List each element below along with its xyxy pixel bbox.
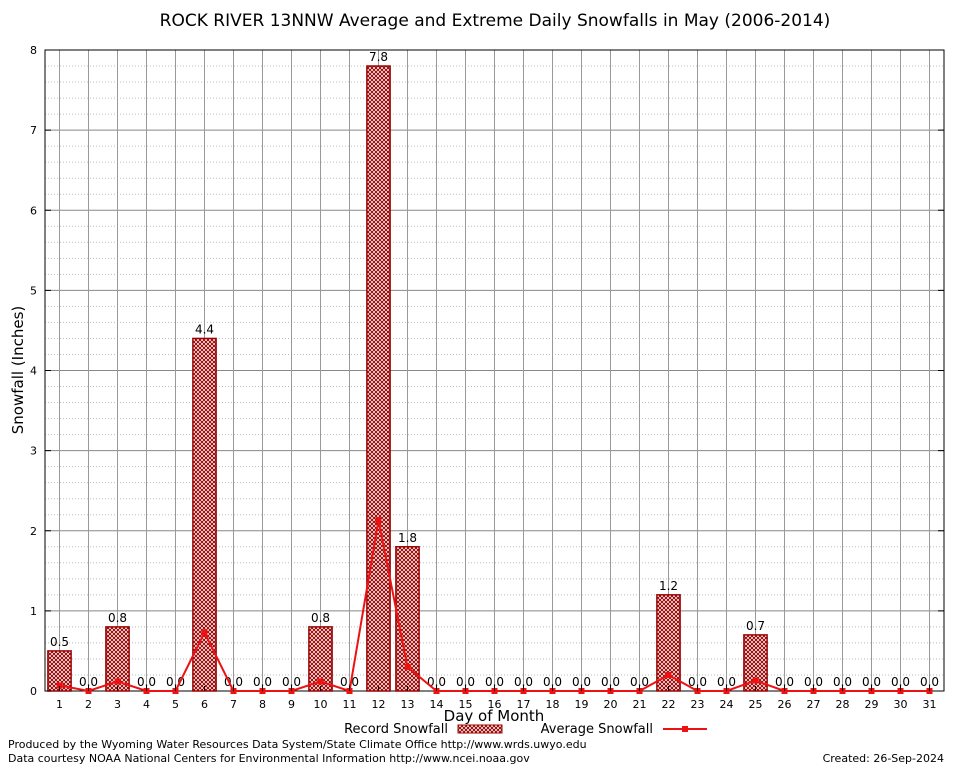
bar-value-label: 0.0 — [572, 675, 591, 689]
legend-record-swatch — [457, 724, 503, 734]
x-tick-label: 2 — [85, 698, 92, 711]
legend-record-label: Record Snowfall — [344, 722, 448, 737]
bar-value-label: 0.0 — [630, 675, 649, 689]
bar-value-labels: 0.5 0.0 0.8 0.0 0.0 4.4 0.0 0.0 0.0 0.8 0.0 7.8 1.8 0… — [50, 50, 939, 689]
x-tick-label: 14 — [430, 698, 444, 711]
bar-value-label: 1.2 — [659, 579, 678, 593]
bar-value-label: 1.8 — [398, 531, 417, 545]
average-snowfall-point — [56, 682, 63, 689]
x-tick-label: 5 — [172, 698, 179, 711]
x-tick-label: 29 — [865, 698, 879, 711]
footer-created-date: Created: 26-Sep-2024 — [822, 752, 944, 765]
chart-title: ROCK RIVER 13NNW Average and Extreme Dai… — [160, 11, 831, 31]
bar-value-label: 0.0 — [224, 675, 243, 689]
y-tick-label: 4 — [30, 365, 37, 378]
record-snowfall-bar — [192, 337, 217, 692]
x-tick-label: 12 — [372, 698, 386, 711]
bar-value-label: 0.0 — [891, 675, 910, 689]
chart-grid — [45, 49, 944, 692]
x-tick-label: 25 — [749, 698, 763, 711]
bar-value-label: 0.0 — [804, 675, 823, 689]
x-tick-label: 9 — [288, 698, 295, 711]
x-tick-label: 1 — [56, 698, 63, 711]
y-tick-label: 1 — [30, 605, 37, 618]
x-tick-label: 11 — [343, 698, 357, 711]
x-tick-label: 30 — [894, 698, 908, 711]
bar-value-label: 0.0 — [282, 675, 301, 689]
x-axis-label: Day of Month — [444, 707, 545, 725]
x-tick-label: 23 — [691, 698, 705, 711]
legend-average-label: Average Snowfall — [541, 722, 653, 737]
bar-value-label: 0.0 — [775, 675, 794, 689]
average-snowfall-point — [375, 517, 382, 524]
y-axis-ticks: 0 1 2 3 4 5 6 7 8 — [30, 44, 944, 698]
bar-value-label: 0.0 — [485, 675, 504, 689]
average-snowfall-point — [404, 663, 411, 670]
x-tick-label: 15 — [459, 698, 473, 711]
x-tick-label: 17 — [517, 698, 531, 711]
bar-value-label: 7.8 — [369, 50, 388, 64]
footer-produced-by: Produced by the Wyoming Water Resources … — [8, 738, 587, 751]
y-tick-label: 8 — [30, 44, 37, 57]
x-tick-label: 6 — [201, 698, 208, 711]
x-axis-ticks: 1 2 3 4 5 6 7 8 9 10 11 12 13 14 15 16 17 18 19 20 21 22 23 24 2… — [56, 686, 937, 711]
x-tick-label: 28 — [836, 698, 850, 711]
bar-value-label: 0.0 — [688, 675, 707, 689]
bar-value-label: 0.5 — [50, 635, 69, 649]
bar-value-label: 0.0 — [862, 675, 881, 689]
y-tick-label: 7 — [30, 124, 37, 137]
bar-value-label: 0.7 — [746, 619, 765, 633]
record-snowfall-bars — [47, 65, 768, 692]
x-tick-label: 4 — [143, 698, 150, 711]
bar-value-label: 0.0 — [717, 675, 736, 689]
average-snowfall-point — [114, 678, 121, 685]
bar-value-label: 0.0 — [543, 675, 562, 689]
bar-value-label: 0.8 — [108, 611, 127, 625]
record-snowfall-bar — [366, 65, 391, 692]
bar-value-label: 0.0 — [340, 675, 359, 689]
x-tick-label: 19 — [575, 698, 589, 711]
y-tick-label: 3 — [30, 445, 37, 458]
bar-value-label: 0.0 — [601, 675, 620, 689]
average-snowfall-point — [752, 677, 759, 684]
average-snowfall-point — [665, 671, 672, 678]
x-tick-label: 8 — [259, 698, 266, 711]
bar-value-label: 0.0 — [920, 675, 939, 689]
bar-value-label: 0.0 — [166, 675, 185, 689]
average-snowfall-point — [201, 629, 208, 636]
footer-data-courtesy: Data courtesy NOAA National Centers for … — [8, 752, 530, 765]
bar-value-label: 0.8 — [311, 611, 330, 625]
x-tick-label: 13 — [401, 698, 415, 711]
x-tick-label: 3 — [114, 698, 121, 711]
y-tick-label: 0 — [30, 685, 37, 698]
bar-value-label: 0.0 — [137, 675, 156, 689]
x-tick-label: 26 — [778, 698, 792, 711]
y-tick-label: 5 — [30, 284, 37, 297]
x-tick-label: 24 — [720, 698, 734, 711]
x-tick-label: 27 — [807, 698, 821, 711]
bar-value-label: 0.0 — [253, 675, 272, 689]
x-tick-label: 18 — [546, 698, 560, 711]
y-tick-label: 6 — [30, 204, 37, 217]
x-tick-label: 10 — [314, 698, 328, 711]
bar-value-label: 4.4 — [195, 322, 214, 336]
x-tick-label: 7 — [230, 698, 237, 711]
legend: Record Snowfall Average Snowfall — [344, 722, 707, 737]
x-tick-label: 21 — [633, 698, 647, 711]
average-snowfall-point — [317, 678, 324, 685]
bar-value-label: 0.0 — [456, 675, 475, 689]
x-tick-label: 16 — [488, 698, 502, 711]
x-tick-label: 20 — [604, 698, 618, 711]
x-tick-label: 22 — [662, 698, 676, 711]
x-tick-label: 31 — [923, 698, 937, 711]
y-axis-label: Snowfall (Inches) — [9, 306, 27, 434]
bar-value-label: 0.0 — [79, 675, 98, 689]
y-tick-label: 2 — [30, 525, 37, 538]
bar-value-label: 0.0 — [427, 675, 446, 689]
bar-value-label: 0.0 — [514, 675, 533, 689]
bar-value-label: 0.0 — [833, 675, 852, 689]
legend-average-marker — [682, 726, 688, 732]
